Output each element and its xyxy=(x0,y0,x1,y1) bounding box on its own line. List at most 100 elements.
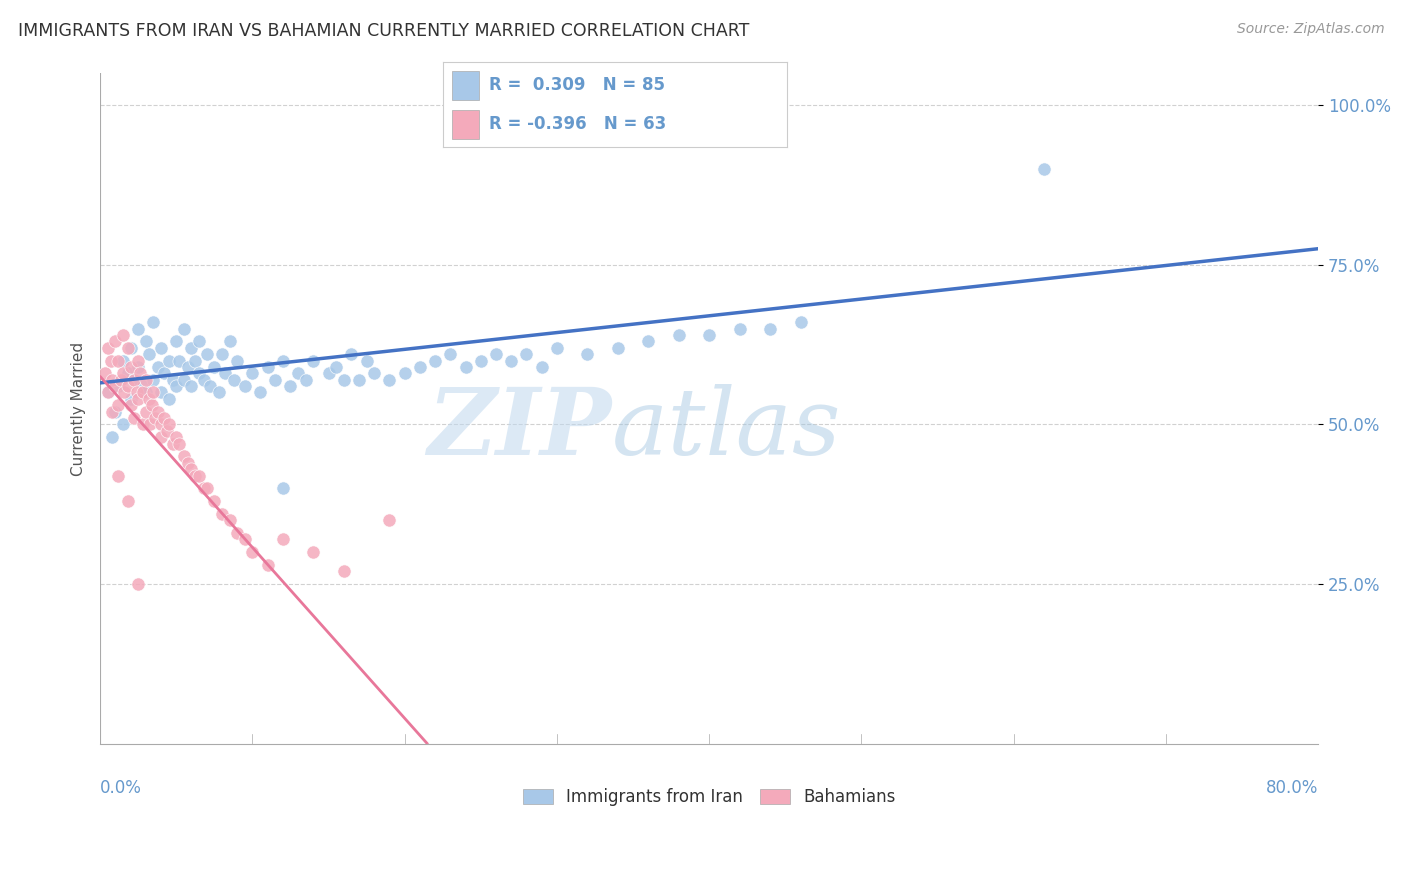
Point xyxy=(97,341,120,355)
Point xyxy=(132,385,155,400)
Point xyxy=(128,366,150,380)
Point xyxy=(226,526,249,541)
Point xyxy=(394,366,416,380)
Point xyxy=(146,359,169,374)
Point xyxy=(180,341,202,355)
Point xyxy=(668,328,690,343)
Point xyxy=(127,321,149,335)
Text: 0.0%: 0.0% xyxy=(100,779,142,797)
FancyBboxPatch shape xyxy=(451,110,479,139)
Point xyxy=(226,353,249,368)
Point xyxy=(378,513,401,527)
Point xyxy=(153,411,176,425)
Point xyxy=(157,353,180,368)
Point xyxy=(142,373,165,387)
Point xyxy=(183,468,205,483)
Point xyxy=(501,353,523,368)
Point xyxy=(135,373,157,387)
Point xyxy=(141,398,163,412)
Point xyxy=(156,424,179,438)
Point xyxy=(202,494,225,508)
Point xyxy=(150,341,173,355)
Point xyxy=(515,347,537,361)
Point xyxy=(271,481,294,495)
Point xyxy=(218,334,240,349)
Point xyxy=(169,436,191,450)
Point xyxy=(120,359,142,374)
Point xyxy=(157,417,180,432)
Point xyxy=(233,379,256,393)
Point xyxy=(356,353,378,368)
Text: R =  0.309   N = 85: R = 0.309 N = 85 xyxy=(489,77,665,95)
Point xyxy=(242,366,264,380)
Point xyxy=(637,334,659,349)
Point xyxy=(264,373,287,387)
Point xyxy=(409,359,432,374)
Point xyxy=(127,359,149,374)
Point xyxy=(177,456,200,470)
Point xyxy=(97,385,120,400)
Point xyxy=(110,373,132,387)
Point xyxy=(150,385,173,400)
Point xyxy=(100,353,122,368)
Point xyxy=(114,385,136,400)
Point xyxy=(138,347,160,361)
Point xyxy=(162,436,184,450)
Point xyxy=(127,392,149,406)
Y-axis label: Currently Married: Currently Married xyxy=(72,342,86,475)
Point xyxy=(195,347,218,361)
Point xyxy=(120,341,142,355)
Point xyxy=(142,385,165,400)
Point xyxy=(150,430,173,444)
Point xyxy=(111,417,134,432)
Point xyxy=(378,373,401,387)
Text: ZIP: ZIP xyxy=(427,384,612,474)
Point xyxy=(332,373,354,387)
Point xyxy=(143,411,166,425)
Point xyxy=(202,359,225,374)
Point xyxy=(135,334,157,349)
Point xyxy=(546,341,568,355)
Point xyxy=(530,359,553,374)
Point xyxy=(340,347,363,361)
Point xyxy=(697,328,720,343)
Point xyxy=(302,545,325,559)
Point xyxy=(122,373,145,387)
Point xyxy=(256,359,278,374)
Point xyxy=(111,328,134,343)
Point xyxy=(759,321,782,335)
Point xyxy=(294,373,316,387)
Point xyxy=(180,379,202,393)
Point xyxy=(188,334,211,349)
Point xyxy=(127,353,149,368)
Point xyxy=(117,366,139,380)
Point xyxy=(135,385,157,400)
Text: R = -0.396   N = 63: R = -0.396 N = 63 xyxy=(489,115,666,133)
Point xyxy=(107,379,129,393)
Point xyxy=(188,366,211,380)
Point xyxy=(120,398,142,412)
Point xyxy=(135,404,157,418)
Point xyxy=(363,366,385,380)
Point xyxy=(97,385,120,400)
Point xyxy=(576,347,599,361)
Text: Source: ZipAtlas.com: Source: ZipAtlas.com xyxy=(1237,22,1385,37)
Point xyxy=(256,558,278,572)
Point xyxy=(104,334,127,349)
Point xyxy=(233,533,256,547)
Point xyxy=(249,385,271,400)
Point xyxy=(242,545,264,559)
Point xyxy=(423,353,446,368)
Point xyxy=(193,373,215,387)
Point xyxy=(214,366,236,380)
Point xyxy=(117,379,139,393)
Point xyxy=(211,507,233,521)
Point xyxy=(162,373,184,387)
Point xyxy=(271,353,294,368)
Point xyxy=(101,430,124,444)
Point xyxy=(107,398,129,412)
Point xyxy=(287,366,309,380)
Point xyxy=(120,392,142,406)
Point xyxy=(101,404,124,418)
Point xyxy=(173,373,195,387)
